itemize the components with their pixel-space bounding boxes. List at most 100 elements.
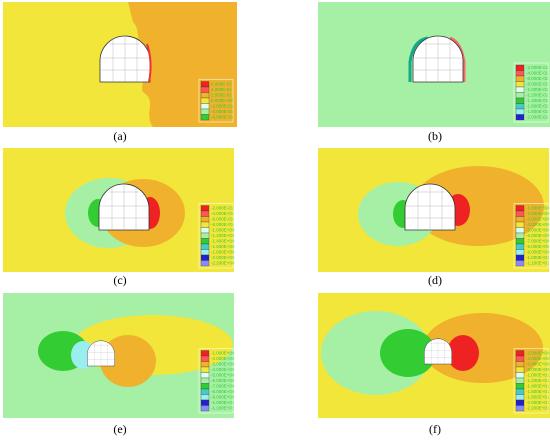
legend-label: -2.000E+00 bbox=[211, 356, 235, 361]
legend-swatch bbox=[515, 399, 525, 406]
legend-label: -6.000E-01 bbox=[211, 216, 234, 221]
legend-swatch bbox=[515, 372, 525, 379]
legend-label: -3.000E+00 bbox=[211, 361, 235, 366]
legend-swatch bbox=[515, 232, 525, 239]
legend-label: -1.400E-01 bbox=[526, 98, 549, 103]
legend-swatch bbox=[515, 260, 525, 267]
panel-label: (f) bbox=[429, 422, 441, 436]
legend-label: -1.600E+00 bbox=[211, 244, 235, 249]
legend-label: -2.200E+01 bbox=[526, 405, 550, 410]
legend-label: -4.000E-02 bbox=[526, 70, 549, 75]
legend-swatch bbox=[200, 249, 210, 256]
legend-label: 6.000E-01 bbox=[211, 81, 232, 86]
legend-swatch bbox=[200, 221, 210, 228]
legend-label: -8.000E-02 bbox=[526, 81, 549, 86]
legend-label: -5.000E+00 bbox=[526, 227, 550, 232]
legend-swatch bbox=[515, 254, 525, 261]
panel-label: (a) bbox=[113, 129, 126, 143]
legend-label: -8.000E+00 bbox=[211, 389, 235, 394]
legend-label: -7.000E+00 bbox=[211, 383, 235, 388]
legend-label: -5.000E+00 bbox=[211, 372, 235, 377]
legend-swatch bbox=[200, 86, 210, 93]
legend-swatch bbox=[515, 216, 525, 223]
legend-label: -2.000E+00 bbox=[526, 350, 550, 355]
legend-swatch bbox=[200, 114, 210, 121]
legend-swatch bbox=[200, 92, 210, 99]
legend-swatch bbox=[515, 377, 525, 384]
panel-a bbox=[3, 2, 237, 127]
legend-swatch bbox=[200, 108, 210, 115]
legend-swatch bbox=[200, 243, 210, 250]
legend-swatch bbox=[200, 383, 210, 390]
legends: 6.000E-014.000E-012.000E-010.000E+00-2.0… bbox=[198, 62, 550, 414]
legend-swatch bbox=[200, 216, 210, 223]
legend-swatch bbox=[515, 81, 525, 88]
legend-label: 4.000E-01 bbox=[211, 87, 232, 92]
legend-label: -2.000E-01 bbox=[526, 114, 549, 119]
legend-swatch bbox=[200, 361, 210, 368]
legend-swatch bbox=[515, 86, 525, 93]
legend-swatch bbox=[515, 92, 525, 99]
legend-swatch bbox=[515, 361, 525, 368]
panel-d bbox=[318, 148, 549, 272]
legend-label: -1.000E+00 bbox=[526, 205, 550, 210]
legend-label: 2.000E-01 bbox=[211, 92, 232, 97]
legend-swatch bbox=[515, 108, 525, 115]
legend-label: -9.000E+00 bbox=[211, 394, 235, 399]
legend-swatch bbox=[200, 210, 210, 217]
legend-swatch bbox=[515, 405, 525, 412]
legend-swatch bbox=[200, 355, 210, 362]
legend-label: -1.800E+01 bbox=[526, 394, 550, 399]
panel-label: (b) bbox=[428, 129, 442, 143]
legend-label: -4.000E+00 bbox=[211, 367, 235, 372]
labels: (a) (b) (c) (d) (e) (f) bbox=[113, 129, 442, 436]
legend-label: -4.000E-01 bbox=[211, 211, 234, 216]
legend-frame bbox=[198, 348, 234, 414]
legend-label: -2.000E-01 bbox=[211, 205, 234, 210]
legend-frame bbox=[513, 348, 549, 414]
legend-swatch bbox=[515, 243, 525, 250]
legend-label: -6.000E+00 bbox=[526, 361, 550, 366]
legend-swatch bbox=[515, 366, 525, 373]
panel-f bbox=[318, 293, 550, 418]
legend-label: -1.800E-01 bbox=[526, 109, 549, 114]
legend-label: -4.000E-01 bbox=[211, 109, 234, 114]
legend-label: -1.800E+00 bbox=[211, 249, 235, 254]
legend-label: -9.000E+00 bbox=[526, 249, 550, 254]
legend-swatch bbox=[515, 205, 525, 212]
legend-label: -6.000E+00 bbox=[526, 233, 550, 238]
legend-swatch bbox=[515, 64, 525, 71]
legend-label: -3.000E+00 bbox=[526, 216, 550, 221]
legend-label: -1.000E+00 bbox=[211, 227, 235, 232]
legend-frame bbox=[198, 79, 234, 123]
legend-frame bbox=[513, 62, 549, 123]
legend-swatch bbox=[200, 394, 210, 401]
legend-swatch bbox=[515, 227, 525, 234]
legend-label: -2.000E+00 bbox=[526, 211, 550, 216]
legend-swatch bbox=[515, 350, 525, 357]
legend-label: -2.000E+00 bbox=[211, 255, 235, 260]
legend-swatch bbox=[200, 399, 210, 406]
legend-swatch bbox=[200, 81, 210, 88]
legend-label: -6.000E-02 bbox=[526, 76, 549, 81]
legend-label: -1.400E+00 bbox=[211, 238, 235, 243]
panel-c bbox=[3, 148, 234, 272]
legend-swatch bbox=[515, 238, 525, 245]
legend-swatch bbox=[515, 394, 525, 401]
legend-label: -1.000E-01 bbox=[526, 87, 549, 92]
legend-swatch bbox=[200, 366, 210, 373]
panel-label: (e) bbox=[113, 422, 126, 436]
legend-label: -8.000E+00 bbox=[526, 244, 550, 249]
legend-swatch bbox=[200, 350, 210, 357]
legend-swatch bbox=[200, 388, 210, 395]
legend-swatch bbox=[200, 254, 210, 261]
legend-label: -1.200E-01 bbox=[526, 92, 549, 97]
legend-label: -1.000E+00 bbox=[211, 350, 235, 355]
legend-label: -1.000E+01 bbox=[211, 400, 235, 405]
legend-label: -4.000E+00 bbox=[526, 222, 550, 227]
legend-label: -8.000E-01 bbox=[211, 222, 234, 227]
legend-swatch bbox=[515, 75, 525, 82]
panel-label: (d) bbox=[428, 273, 442, 287]
panel-label: (c) bbox=[113, 273, 126, 287]
